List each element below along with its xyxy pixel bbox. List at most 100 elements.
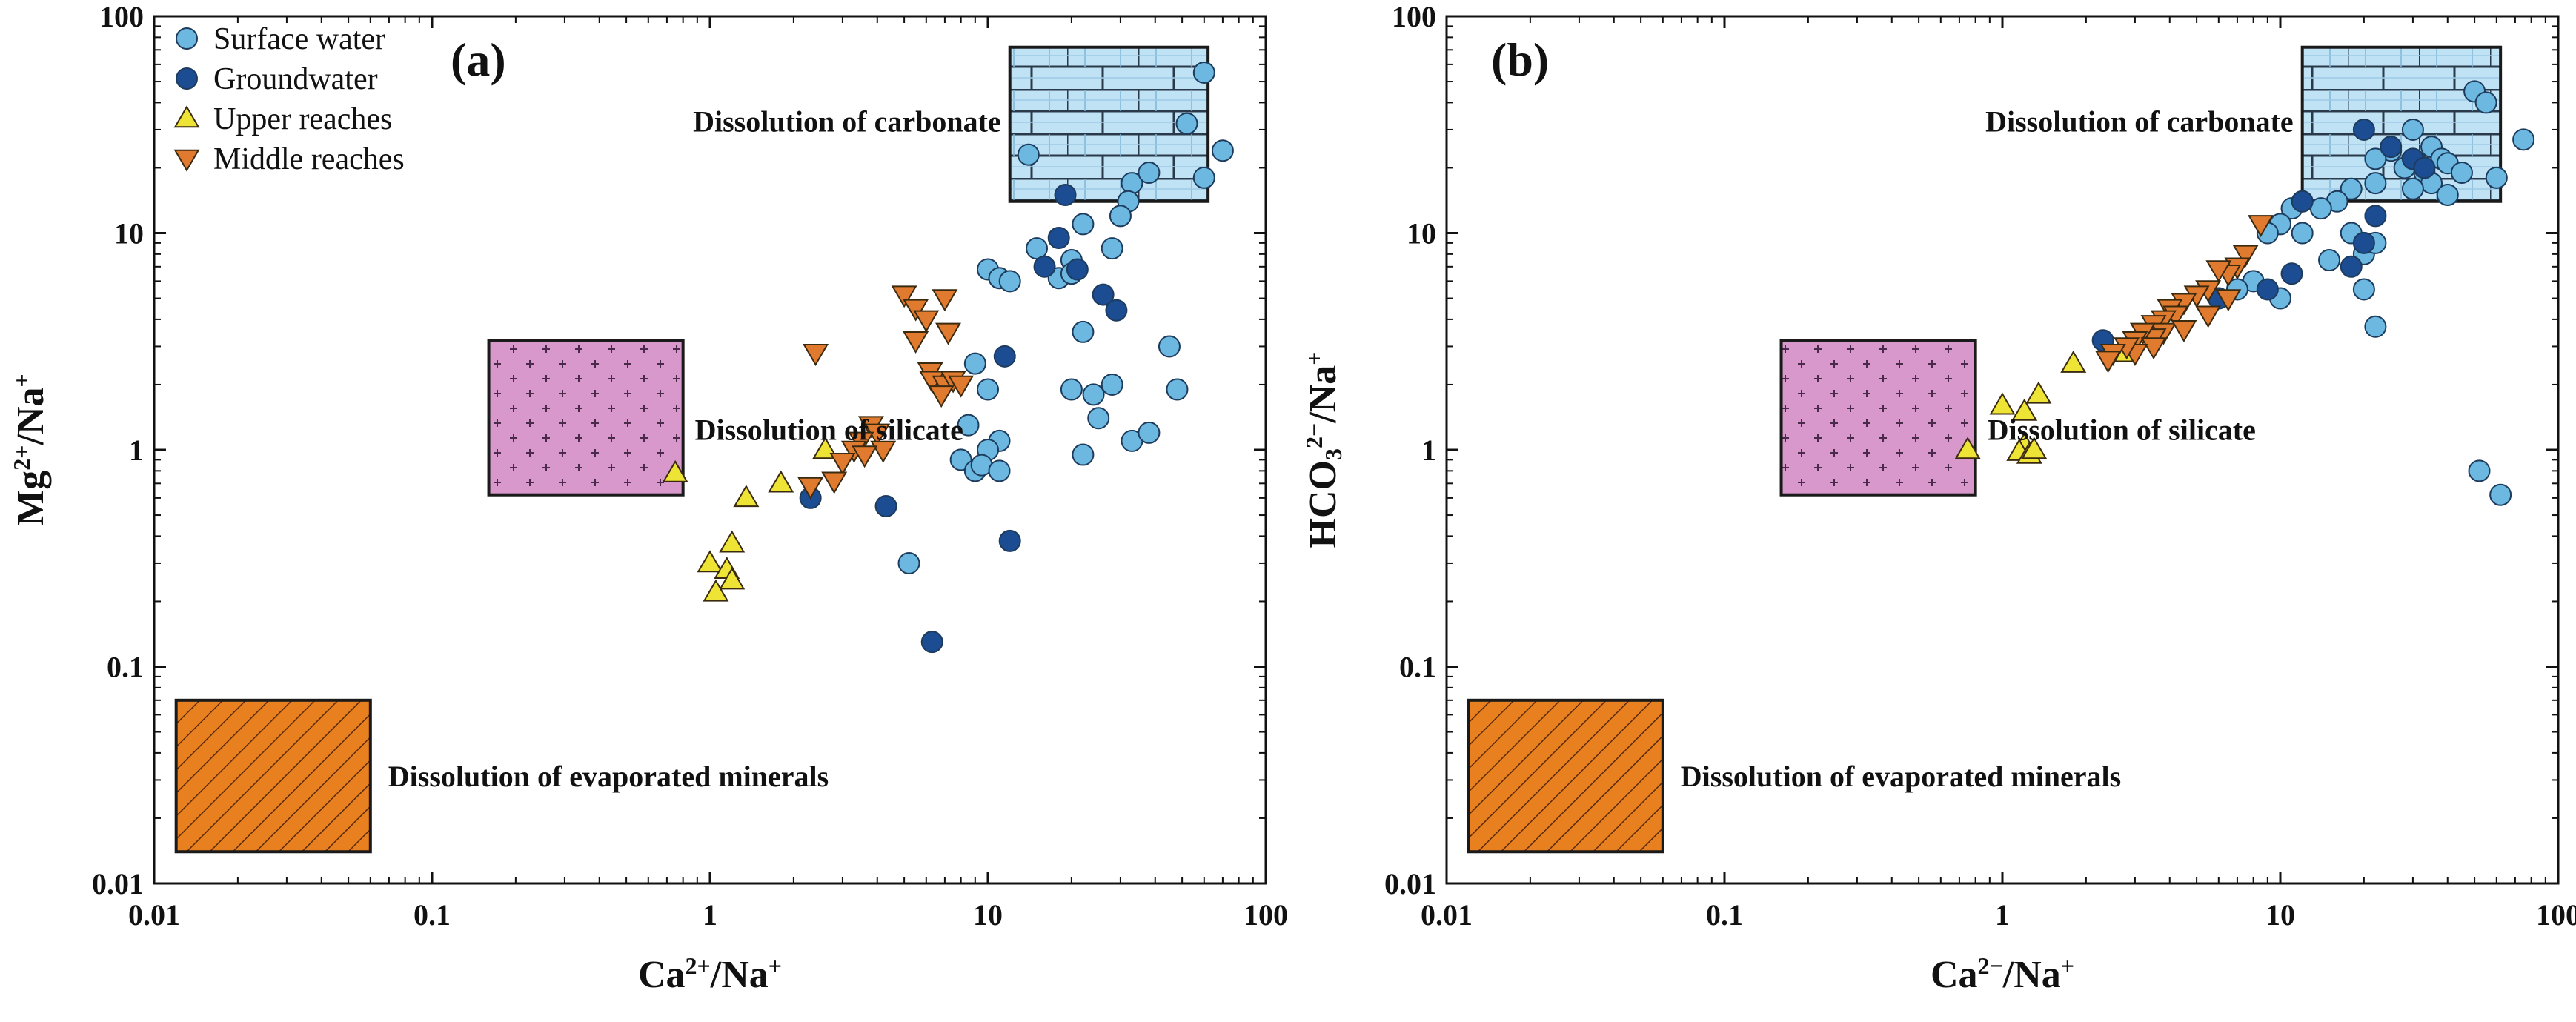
region-silicate-box xyxy=(487,339,685,497)
y-tick-label: 10 xyxy=(1407,217,1436,250)
series-surface xyxy=(2225,80,2535,506)
series-upper xyxy=(662,437,839,602)
surface-point xyxy=(1017,143,1040,166)
upper-point xyxy=(2025,381,2052,404)
surface-point xyxy=(1060,378,1083,401)
middle-point xyxy=(829,452,856,475)
x-axis-label: Ca2+/Na+ xyxy=(638,952,782,996)
surface-point xyxy=(1175,112,1198,135)
surface-point xyxy=(1109,205,1132,228)
upper-point xyxy=(768,470,794,493)
region-evap-label: Dissolution of evaporated minerals xyxy=(1681,760,2121,793)
y-tick-label: 0.1 xyxy=(1399,651,1436,684)
middle-point xyxy=(797,477,824,500)
x-tick-label: 100 xyxy=(2536,898,2576,932)
surface-point xyxy=(957,414,980,437)
surface-point xyxy=(1101,237,1123,260)
upper-point xyxy=(2021,437,2048,459)
panel-label: (a) xyxy=(451,33,506,86)
middle-point xyxy=(935,322,961,345)
middle-point xyxy=(903,331,929,354)
x-axis-label: Ca2−/Na+ xyxy=(1931,952,2074,996)
legend-surface-marker xyxy=(176,27,198,50)
y-axis-label-part: + xyxy=(8,374,35,387)
series-ground xyxy=(799,183,1128,654)
middle-point xyxy=(2232,245,2259,268)
surface-point xyxy=(2309,197,2332,220)
surface-point xyxy=(1158,335,1181,358)
surface-point xyxy=(1072,443,1095,466)
middle-point xyxy=(891,285,917,308)
surface-point xyxy=(2401,177,2424,200)
surface-point xyxy=(2364,315,2387,338)
legend-middle-marker xyxy=(173,149,200,172)
middle-point xyxy=(2095,351,2122,374)
middle-point xyxy=(948,375,975,398)
middle-point xyxy=(928,385,955,408)
ground-point xyxy=(2256,278,2279,301)
x-tick-label: 1 xyxy=(703,898,717,932)
surface-point xyxy=(1192,166,1215,189)
middle-point xyxy=(2171,320,2197,343)
surface-point xyxy=(2512,128,2535,151)
y-axis-label-part: 2− xyxy=(1301,423,1327,448)
y-tick-label: 10 xyxy=(114,217,144,250)
upper-point xyxy=(719,530,746,553)
legend-upper-label: Upper reaches xyxy=(213,102,392,136)
y-axis-label: HCO32−/Na+ xyxy=(1301,352,1347,548)
surface-point xyxy=(988,459,1011,482)
ground-point xyxy=(1066,258,1089,281)
region-silicate-label: Dissolution of silicate xyxy=(695,413,963,446)
legend-middle-label: Middle reaches xyxy=(213,142,405,176)
surface-point xyxy=(897,551,920,574)
surface-point xyxy=(2291,222,2314,245)
y-axis-label-part: Mg xyxy=(10,471,52,526)
x-axis-label-part: + xyxy=(769,952,782,979)
middle-point xyxy=(852,445,878,468)
y-tick-label: 0.1 xyxy=(107,651,144,684)
region-evap-label: Dissolution of evaporated minerals xyxy=(388,760,829,793)
y-tick-label: 100 xyxy=(1392,0,1436,33)
y-tick-label: 1 xyxy=(129,434,144,467)
region-carbonate-label: Dissolution of carbonate xyxy=(1985,105,2294,139)
ground-point xyxy=(874,494,897,517)
upper-point xyxy=(733,485,760,508)
surface-point xyxy=(1101,373,1123,396)
x-axis-label-part: 2− xyxy=(1978,952,2003,979)
y-axis-label-part: /Na xyxy=(1302,365,1344,424)
surface-point xyxy=(1166,378,1189,401)
x-tick-label: 0.1 xyxy=(414,898,451,932)
surface-point xyxy=(998,270,1021,293)
middle-point xyxy=(2140,337,2167,360)
panels-layer: 0.01 0.1 1 10 1000.010.1110100Ca2+/Na+Mg2+/N… xyxy=(8,0,2576,996)
series-middle xyxy=(2095,215,2274,374)
surface-point xyxy=(1192,61,1215,84)
surface-point xyxy=(1211,139,1234,162)
ground-point xyxy=(2291,190,2314,213)
ground-point xyxy=(2340,255,2363,278)
surface-point xyxy=(2468,459,2491,482)
y-axis-label-part: 3 xyxy=(1320,448,1347,460)
middle-point xyxy=(903,299,929,322)
surface-point xyxy=(2352,278,2375,301)
series-surface xyxy=(897,61,1234,574)
middle-point xyxy=(2205,260,2232,283)
y-tick-label: 0.01 xyxy=(1384,867,1436,900)
ground-point xyxy=(920,631,943,654)
legend-ground-marker xyxy=(176,67,198,90)
surface-point xyxy=(1138,421,1161,444)
region-evap-box xyxy=(1467,698,1664,854)
ground-point xyxy=(2280,262,2303,285)
middle-point xyxy=(2248,215,2274,238)
middle-point xyxy=(803,343,829,366)
upper-point xyxy=(697,550,723,573)
panel-a: 0.01 0.1 1 10 1000.010.1110100Ca2+/Na+Mg2+/N… xyxy=(8,0,1288,996)
ground-point xyxy=(2352,118,2375,141)
x-axis-label-part: /Na xyxy=(2002,954,2061,996)
surface-point xyxy=(2474,91,2497,114)
y-tick-label: 100 xyxy=(99,0,144,33)
y-tick-label: 1 xyxy=(1421,434,1436,467)
surface-point xyxy=(2401,118,2424,141)
upper-point xyxy=(1954,437,1981,459)
